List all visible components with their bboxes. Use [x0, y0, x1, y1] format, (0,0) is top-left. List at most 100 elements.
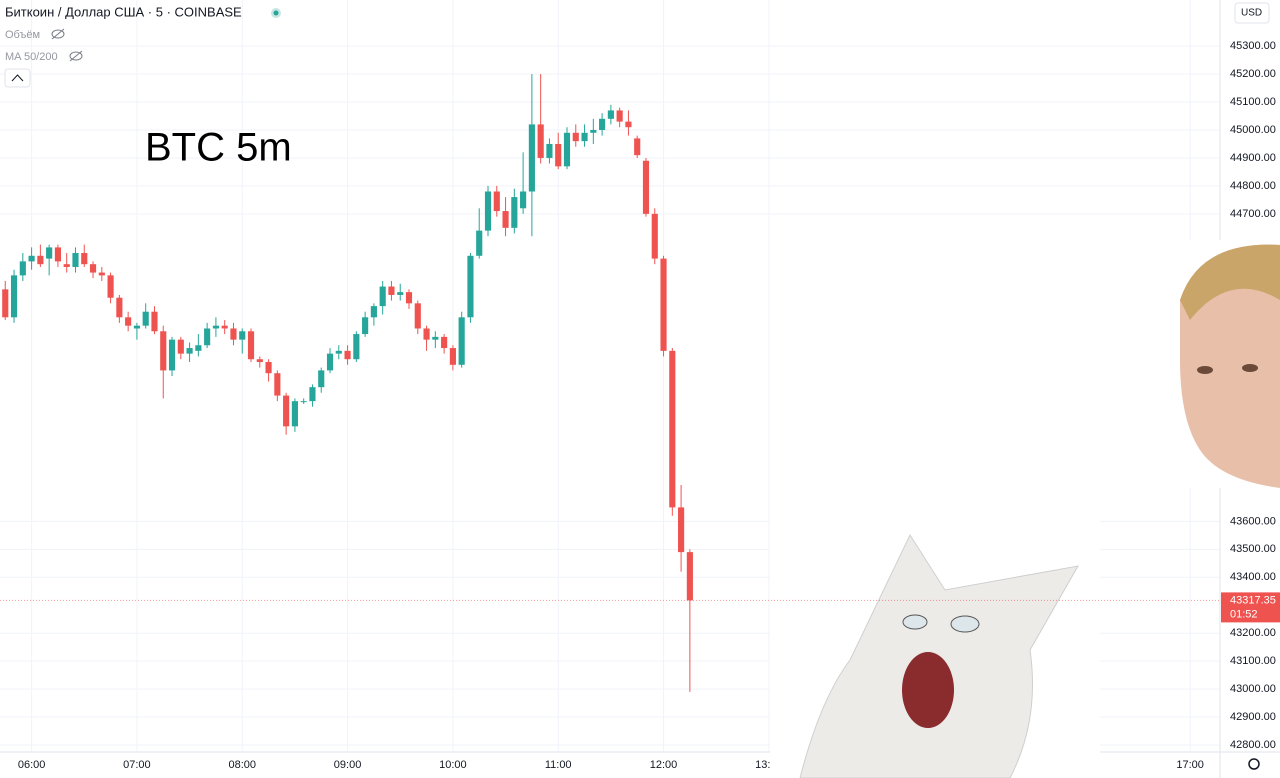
candle-body	[89, 264, 97, 273]
candle-body	[239, 331, 246, 340]
candle-body	[125, 317, 132, 326]
hide-icon[interactable]	[51, 28, 65, 40]
candle-body	[230, 328, 237, 340]
candle-body	[265, 362, 272, 374]
candle-body	[116, 297, 123, 318]
status-dot	[273, 10, 279, 16]
overlay: 43317.35 01:52	[0, 592, 1280, 623]
candle-body	[581, 132, 588, 142]
candle-body	[151, 311, 158, 332]
candle-body	[300, 401, 307, 403]
candle-body	[572, 132, 579, 142]
last-price-label: 43317.35	[1230, 594, 1276, 606]
currency-button[interactable]	[1234, 2, 1270, 24]
y-tick-label: 43500.00	[1230, 543, 1276, 555]
y-tick-label: 45300.00	[1230, 40, 1276, 52]
x-tick-label: 11:00	[545, 759, 572, 771]
annotation: BTC 5m	[145, 126, 292, 170]
candle-body	[353, 334, 360, 360]
cat-image	[770, 520, 1100, 778]
candle-body	[449, 348, 456, 365]
candle-body	[414, 303, 421, 329]
candle-body	[186, 348, 193, 354]
candle-body	[212, 325, 219, 329]
x-tick-label: 06:00	[18, 759, 46, 771]
candle-body	[625, 121, 632, 128]
candle-body	[221, 325, 228, 329]
candle-body	[642, 160, 650, 214]
currency: USD	[1241, 8, 1262, 19]
x-tick-label: 07:00	[123, 759, 151, 771]
candle-body	[46, 247, 53, 259]
candle-body	[309, 387, 316, 402]
candle-body	[678, 507, 685, 553]
candle-body	[318, 370, 325, 388]
candle-body	[2, 289, 9, 318]
candle-body	[616, 110, 623, 122]
candle-body	[563, 132, 571, 167]
candle-body	[204, 328, 211, 346]
candle-body	[590, 129, 597, 133]
last-price-tag	[1221, 592, 1280, 623]
countdown: 01:52	[1230, 608, 1258, 620]
candle-body	[63, 264, 70, 267]
candle-body	[283, 395, 290, 427]
candle-body	[379, 286, 386, 307]
collapse-button[interactable]	[4, 68, 31, 88]
candle-body	[441, 336, 448, 349]
candle-body	[388, 286, 395, 295]
hide-icon[interactable]	[69, 50, 83, 62]
face-image	[1170, 240, 1280, 488]
candle-body	[537, 124, 544, 158]
candle-body	[37, 255, 44, 265]
y-tick-label: 45100.00	[1230, 96, 1276, 108]
candle-body	[484, 191, 492, 231]
settings-icon[interactable]	[1248, 758, 1260, 770]
candle-body	[432, 336, 439, 340]
candle-body	[168, 339, 176, 371]
candle-body	[133, 325, 140, 329]
candles	[2, 74, 693, 692]
candle-body	[195, 345, 202, 351]
candle-body	[634, 138, 641, 156]
candle-body	[476, 230, 483, 256]
candle-body	[555, 143, 562, 167]
y-tick-label: 42900.00	[1230, 711, 1276, 723]
candle-body	[177, 339, 184, 354]
y-tick-label: 44700.00	[1230, 208, 1276, 220]
candle-body	[326, 353, 334, 371]
candle-body	[520, 191, 527, 209]
candle-body	[405, 292, 413, 304]
collapse-icon	[11, 74, 24, 82]
grid	[0, 0, 1220, 752]
candle-body	[256, 359, 263, 363]
candle-body	[274, 373, 281, 396]
candle-body	[528, 124, 535, 192]
y-tick-label: 45200.00	[1230, 68, 1276, 80]
candle-body	[107, 275, 114, 298]
candle-body	[81, 252, 88, 265]
candle-body	[362, 317, 369, 335]
candle-body	[607, 110, 614, 119]
candle-body	[651, 213, 658, 259]
x-tick-label: 09:00	[334, 759, 362, 771]
indicator-label: Объём	[5, 29, 40, 41]
y-tick-label: 43200.00	[1230, 627, 1276, 639]
candle-body	[669, 350, 676, 508]
candle-body	[493, 191, 500, 212]
candle-body	[98, 272, 105, 276]
candle-body	[686, 552, 693, 601]
candle-body	[247, 331, 255, 360]
candle-body	[344, 350, 351, 360]
candle-body	[291, 401, 298, 427]
x-tick-label: 08:00	[228, 759, 256, 771]
candle-body	[458, 317, 465, 365]
candle-body	[54, 247, 61, 262]
candle-body	[599, 118, 606, 130]
candle-body	[10, 275, 18, 318]
x-tick-label: 12:00	[650, 759, 678, 771]
y-tick-label: 43100.00	[1230, 655, 1276, 667]
y-tick-label: 43400.00	[1230, 571, 1276, 583]
candle-body	[502, 211, 509, 228]
